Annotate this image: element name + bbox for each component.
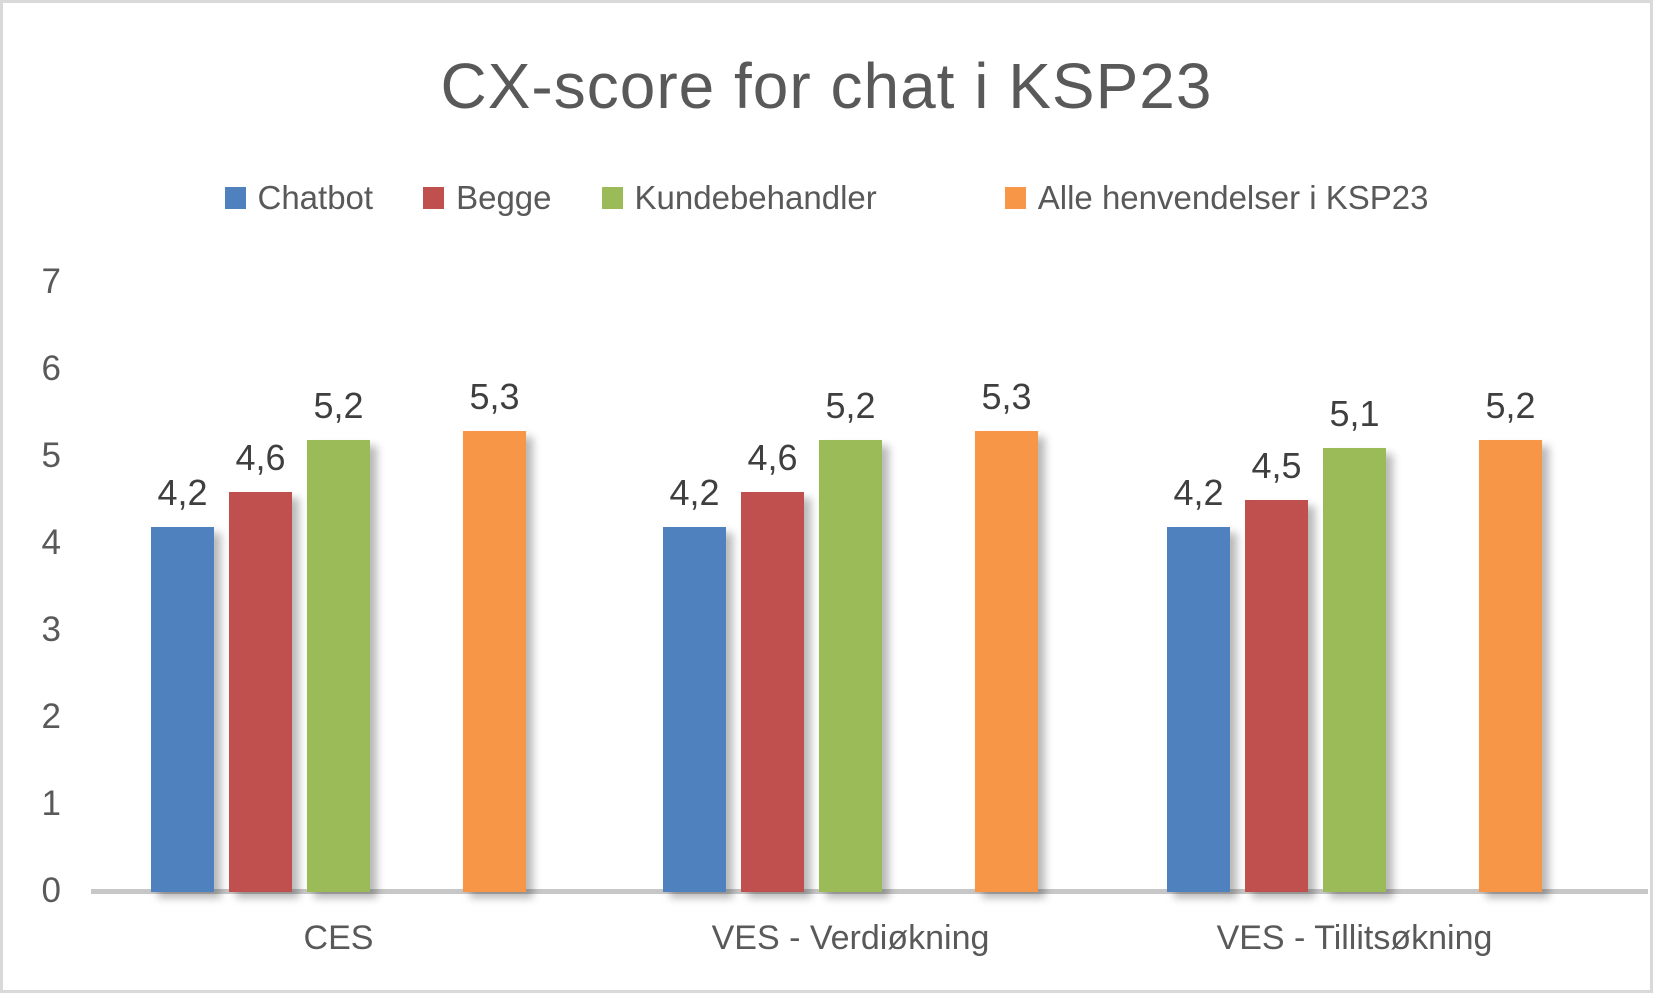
bar-value-label-kundebehandler-ves-tillitsøkning: 5,1 <box>1329 393 1380 434</box>
legend: Chatbot Begge Kundebehandler Alle henvendel… <box>3 179 1650 217</box>
legend-swatch-alle-henvendelser-i-ksp23 <box>1004 187 1026 209</box>
legend-item-kundebehandler: Kundebehandler <box>601 179 877 217</box>
y-axis-tick-label-5: 5 <box>41 436 61 475</box>
legend-item-begge: Begge <box>423 179 552 217</box>
category-label-ves-tillitsøkning: VES - Tillitsøkning <box>1216 919 1493 957</box>
legend-swatch-begge <box>423 187 445 209</box>
bar-value-label-kundebehandler-ves-verdiøkning: 5,2 <box>825 385 876 426</box>
legend-item-chatbot: Chatbot <box>224 179 374 217</box>
bar-value-label-chatbot-ves-verdiøkning: 4,2 <box>669 472 720 513</box>
y-axis-tick-label-4: 4 <box>41 523 61 562</box>
bar-kundebehandler-ces <box>307 440 370 892</box>
bar-alle-henvendelser-i-ksp23-ves-tillitsøkning <box>1479 440 1542 892</box>
legend-label-alle-henvendelser-i-ksp23: Alle henvendelser i KSP23 <box>1037 179 1429 216</box>
y-axis-tick-label-0: 0 <box>41 871 61 910</box>
bar-begge-ces <box>229 492 292 892</box>
legend-label-chatbot: Chatbot <box>257 179 374 216</box>
bar-value-label-begge-ces: 4,6 <box>235 437 286 478</box>
bar-value-label-alle-henvendelser-i-ksp23-ces: 5,3 <box>469 376 520 417</box>
y-axis-tick-label-2: 2 <box>41 697 61 736</box>
bar-value-label-begge-ves-verdiøkning: 4,6 <box>747 437 798 478</box>
legend-swatch-chatbot <box>224 187 246 209</box>
bar-chatbot-ves-verdiøkning <box>663 527 726 892</box>
bar-value-label-kundebehandler-ces: 5,2 <box>313 385 364 426</box>
category-label-ces: CES <box>303 919 374 957</box>
bar-alle-henvendelser-i-ksp23-ces <box>463 431 526 892</box>
legend-label-begge: Begge <box>456 179 552 216</box>
bar-value-label-begge-ves-tillitsøkning: 4,5 <box>1251 445 1302 486</box>
bar-chatbot-ces <box>151 527 214 892</box>
bar-begge-ves-verdiøkning <box>741 492 804 892</box>
bar-kundebehandler-ves-tillitsøkning <box>1323 448 1386 892</box>
bar-alle-henvendelser-i-ksp23-ves-verdiøkning <box>975 431 1038 892</box>
y-axis-tick-label-6: 6 <box>41 349 61 388</box>
bar-value-label-alle-henvendelser-i-ksp23-ves-tillitsøkning: 5,2 <box>1485 385 1536 426</box>
category-label-ves-verdiøkning: VES - Verdiøkning <box>711 919 990 957</box>
chart-title: CX-score for chat i KSP23 <box>440 50 1213 122</box>
bar-value-label-alle-henvendelser-i-ksp23-ves-verdiøkning: 5,3 <box>981 376 1032 417</box>
bar-value-label-chatbot-ces: 4,2 <box>157 472 208 513</box>
legend-swatch-kundebehandler <box>601 187 623 209</box>
y-axis-tick-label-1: 1 <box>41 784 61 823</box>
bar-kundebehandler-ves-verdiøkning <box>819 440 882 892</box>
y-axis-tick-label-3: 3 <box>41 610 61 649</box>
y-axis-tick-label-7: 7 <box>41 262 61 301</box>
bar-begge-ves-tillitsøkning <box>1245 500 1308 892</box>
legend-item-alle-henvendelser-i-ksp23: Alle henvendelser i KSP23 <box>1004 179 1429 217</box>
bar-chatbot-ves-tillitsøkning <box>1167 527 1230 892</box>
bar-value-label-chatbot-ves-tillitsøkning: 4,2 <box>1173 472 1224 513</box>
legend-label-kundebehandler: Kundebehandler <box>634 179 877 216</box>
